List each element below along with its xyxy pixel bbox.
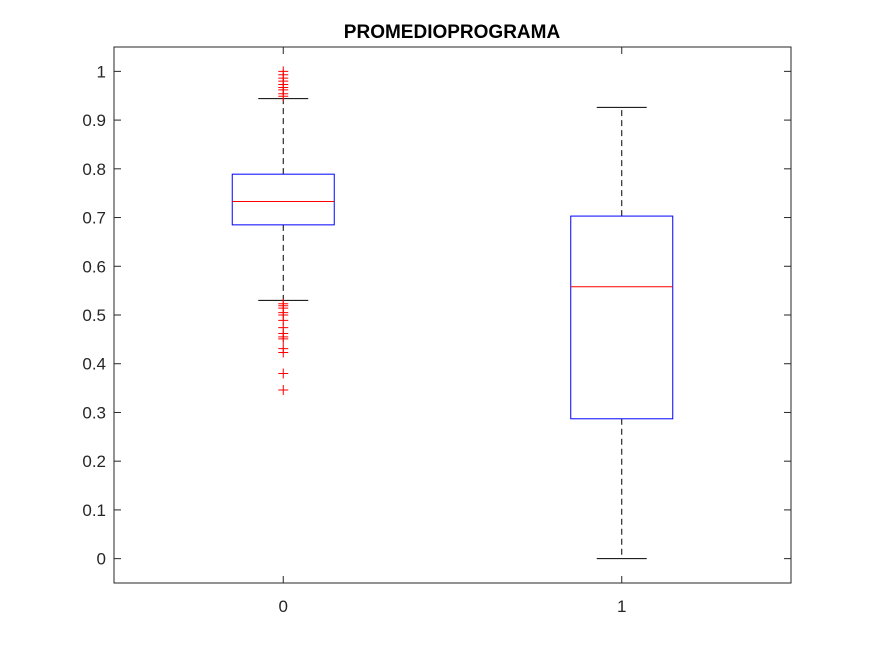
outlier-marker — [278, 333, 289, 344]
y-tick-label: 0.5 — [82, 306, 106, 325]
chart-marks — [231, 66, 674, 560]
box-iqr — [231, 173, 335, 226]
y-tick-label: 0 — [97, 550, 106, 569]
y-tick-label: 0.7 — [82, 209, 106, 228]
y-tick-label: 0.1 — [82, 501, 106, 520]
x-tick-label: 1 — [617, 597, 626, 616]
box-iqr — [570, 215, 674, 420]
y-tick-label: 0.8 — [82, 160, 106, 179]
chart-title: PROMEDIOPROGRAMA — [344, 22, 561, 43]
outlier-marker — [278, 368, 289, 379]
y-tick-label: 0.3 — [82, 403, 106, 422]
y-tick-label: 0.9 — [82, 111, 106, 130]
outlier-marker — [278, 66, 289, 77]
outlier-marker — [278, 385, 289, 396]
plot-area — [114, 47, 791, 583]
y-tick-label: 1 — [97, 62, 106, 81]
outlier-marker — [278, 347, 289, 358]
y-tick-label: 0.2 — [82, 452, 106, 471]
y-tick-label: 0.6 — [82, 257, 106, 276]
y-tick-label: 0.4 — [82, 355, 106, 374]
x-tick-label: 0 — [279, 597, 288, 616]
axes: 0 0.1 0.2 0.3 0.4 0.5 0.6 0.7 0.8 0.9 1 0 1 — [82, 46, 792, 616]
